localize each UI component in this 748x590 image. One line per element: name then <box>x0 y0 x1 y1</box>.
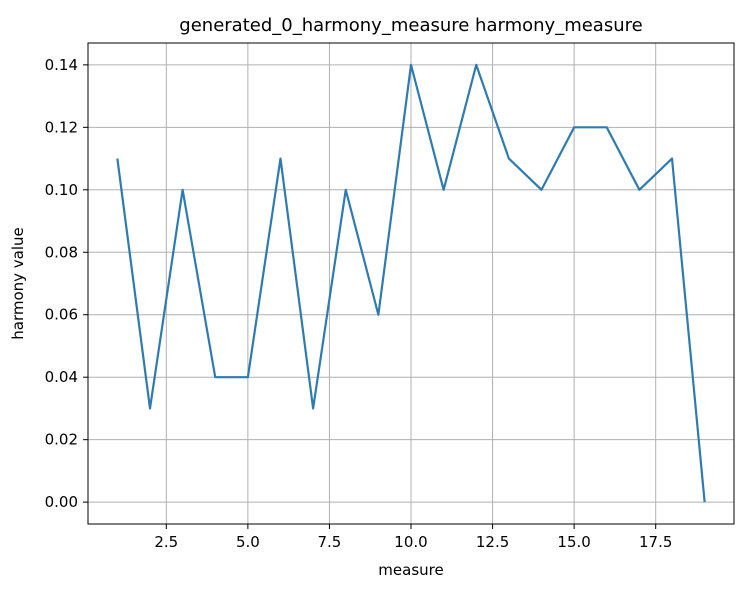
y-tick-label: 0.06 <box>45 306 78 324</box>
y-axis-label: harmony value <box>9 227 27 340</box>
series-line <box>116 63 706 503</box>
y-tick-label: 0.12 <box>45 118 78 136</box>
y-tick-label: 0.04 <box>45 368 78 386</box>
x-tick-label: 7.5 <box>318 533 342 551</box>
x-tick-label: 10.0 <box>394 533 427 551</box>
y-tick-label: 0.02 <box>45 431 78 449</box>
tick-layer: 2.5 5.0 7.5 10.0 12.5 15.0 17.5 0.00 0.02 0.04 0.0… <box>45 56 673 551</box>
x-axis-label: measure <box>378 561 443 579</box>
y-tick-label: 0.00 <box>45 493 78 511</box>
x-tick-label: 17.5 <box>639 533 672 551</box>
x-tick-label: 12.5 <box>476 533 509 551</box>
y-tick-label: 0.08 <box>45 243 78 261</box>
x-tick-label: 5.0 <box>236 533 260 551</box>
chart-title: generated_0_harmony_measure harmony_meas… <box>179 15 642 36</box>
series-layer <box>116 63 706 503</box>
y-tick-label: 0.14 <box>45 56 78 74</box>
x-tick-label: 15.0 <box>557 533 590 551</box>
grid-layer <box>88 43 734 524</box>
x-tick-label: 2.5 <box>154 533 178 551</box>
y-tick-label: 0.10 <box>45 181 78 199</box>
